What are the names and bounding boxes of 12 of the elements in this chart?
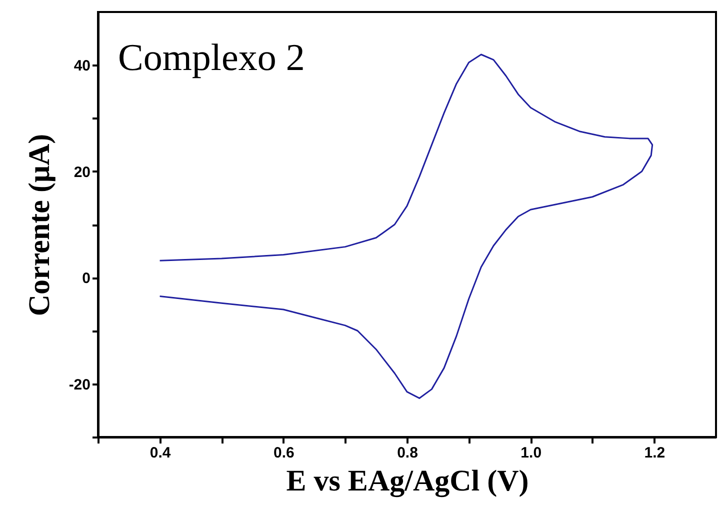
x-tick-label: 1.2 (644, 444, 666, 462)
y-tick-label: 0 (82, 270, 90, 288)
x-tick-label: 0.6 (273, 444, 294, 462)
y-axis-title: Corrente (μA) (22, 134, 56, 316)
y-tick-label: 20 (74, 164, 90, 181)
x-tick-label: 0.8 (397, 444, 418, 462)
x-axis-title: E vs EAg/AgCl (V) (286, 464, 529, 498)
annotation: Complexo 2 (118, 37, 305, 79)
x-tick-label: 1.0 (520, 444, 542, 462)
y-tick-label: 40 (74, 58, 90, 75)
y-tick-label: -20 (68, 376, 90, 394)
x-tick-label: 0.4 (150, 444, 172, 462)
